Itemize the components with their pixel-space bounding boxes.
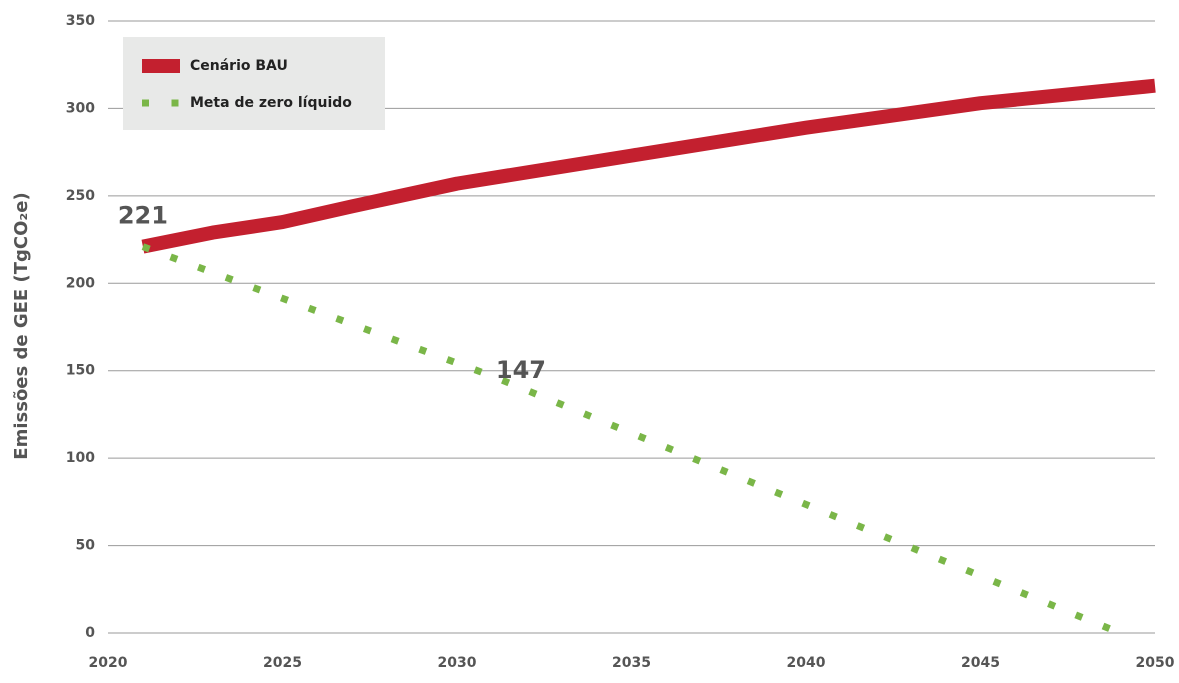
x-tick-label: 2020	[89, 655, 128, 671]
y-tick-label: 300	[66, 100, 95, 116]
x-tick-label: 2040	[787, 655, 826, 671]
data-label: 221	[118, 202, 168, 230]
series-line	[141, 243, 1122, 637]
legend-label: Meta de zero líquido	[190, 95, 352, 111]
y-tick-label: 200	[66, 275, 95, 291]
legend-swatch	[142, 59, 180, 73]
data-label: 147	[496, 356, 546, 384]
x-tick-label: 2025	[263, 655, 302, 671]
x-tick-label: 2045	[961, 655, 1000, 671]
y-tick-label: 50	[76, 538, 96, 554]
x-tick-label: 2050	[1136, 655, 1175, 671]
legend-label: Cenário BAU	[190, 58, 288, 74]
y-axis-label: Emissões de GEE (TgCO₂e)	[11, 192, 32, 459]
y-tick-label: 100	[66, 450, 95, 466]
x-tick-label: 2030	[438, 655, 477, 671]
x-tick-label: 2035	[612, 655, 651, 671]
y-tick-label: 0	[85, 625, 95, 641]
series-line	[141, 78, 1156, 254]
y-tick-label: 150	[66, 363, 95, 379]
y-tick-label: 350	[66, 13, 95, 29]
y-tick-label: 250	[66, 188, 95, 204]
legend-box	[123, 37, 385, 130]
